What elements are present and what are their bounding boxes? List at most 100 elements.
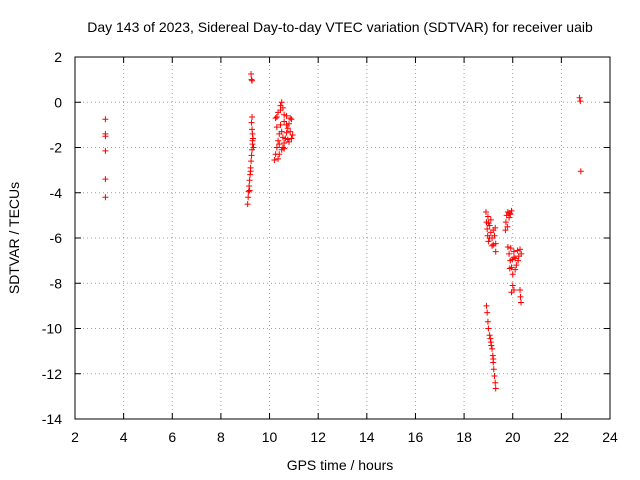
data-point [488, 342, 495, 349]
data-point [510, 248, 517, 255]
data-point [491, 232, 498, 239]
x-tick-label: 18 [456, 429, 472, 445]
data-point [247, 168, 254, 175]
data-point [278, 128, 285, 135]
data-point [279, 144, 286, 151]
x-tick-label: 8 [217, 429, 225, 445]
data-point [276, 151, 283, 158]
data-point [288, 116, 295, 123]
data-point [289, 132, 296, 139]
data-point [507, 245, 514, 252]
y-tick-label: 2 [54, 49, 62, 65]
data-point [277, 121, 284, 128]
data-point [491, 373, 498, 380]
data-point [513, 262, 520, 269]
data-point [102, 176, 109, 183]
x-tick-label: 20 [505, 429, 521, 445]
y-tick-label: 0 [54, 94, 62, 110]
x-ticks: 2 4 6 8 10 12 14 16 18 20 22 24 [71, 57, 618, 445]
data-point [483, 302, 490, 309]
data-point [510, 287, 517, 294]
chart-title: Day 143 of 2023, Sidereal Day-to-day VTE… [87, 19, 593, 35]
data-point [284, 136, 291, 143]
x-tick-label: 22 [554, 429, 570, 445]
data-point [492, 224, 499, 231]
data-point [273, 144, 280, 151]
y-tick-label: -6 [50, 230, 63, 246]
data-point [275, 155, 282, 162]
y-tick-label: -4 [50, 185, 63, 201]
data-point [484, 225, 491, 232]
y-tick-label: -12 [42, 366, 62, 382]
data-point [277, 107, 284, 114]
data-point [492, 248, 499, 255]
data-point [246, 187, 253, 194]
data-point [490, 356, 497, 363]
data-point [102, 147, 109, 154]
data-point [281, 145, 288, 152]
data-point [245, 194, 252, 201]
data-point [577, 98, 584, 105]
data-point [509, 282, 516, 289]
data-point [486, 235, 493, 241]
data-point [502, 227, 509, 234]
x-tick-label: 16 [408, 429, 424, 445]
data-point [102, 194, 109, 201]
data-point [271, 156, 278, 163]
data-point [486, 332, 493, 339]
data-point [246, 177, 253, 184]
data-point [490, 366, 497, 373]
data-point [506, 210, 513, 217]
data-point [284, 125, 291, 132]
data-point [102, 133, 109, 140]
data-point [245, 188, 252, 195]
data-point [518, 250, 525, 257]
data-point [281, 139, 288, 146]
data-point [487, 216, 494, 223]
data-point [278, 99, 285, 106]
data-point [244, 201, 251, 208]
points-layer [102, 70, 584, 392]
data-point [249, 113, 256, 120]
y-tick-label: -14 [42, 411, 62, 427]
data-point [248, 158, 255, 165]
data-point [577, 168, 584, 175]
data-point [576, 94, 583, 101]
data-point [248, 70, 255, 77]
data-point [485, 238, 492, 245]
data-point [517, 246, 524, 253]
grid [75, 57, 610, 419]
data-point [517, 293, 524, 300]
data-point [250, 144, 257, 151]
data-point [485, 325, 492, 332]
data-point [283, 121, 290, 128]
data-point [492, 379, 499, 386]
data-point [281, 118, 288, 125]
data-point [287, 128, 294, 135]
data-point [248, 152, 255, 159]
data-point [283, 129, 290, 136]
data-point [489, 242, 496, 249]
data-point [509, 271, 516, 278]
data-point [504, 244, 511, 251]
x-tick-label: 12 [310, 429, 326, 445]
y-tick-label: -2 [50, 140, 63, 156]
data-point [485, 220, 492, 227]
data-point [492, 385, 499, 392]
data-point [248, 119, 255, 126]
data-point [504, 223, 511, 230]
data-point [249, 77, 256, 84]
x-tick-label: 2 [71, 429, 79, 445]
data-point [273, 124, 280, 131]
data-point [489, 345, 496, 352]
data-point [484, 309, 491, 316]
data-point [287, 115, 294, 122]
data-point [283, 112, 290, 119]
x-tick-label: 4 [120, 429, 128, 445]
data-point [490, 241, 497, 248]
data-point [275, 137, 282, 144]
data-point [288, 135, 295, 142]
data-point [484, 318, 491, 325]
data-point [506, 250, 513, 257]
